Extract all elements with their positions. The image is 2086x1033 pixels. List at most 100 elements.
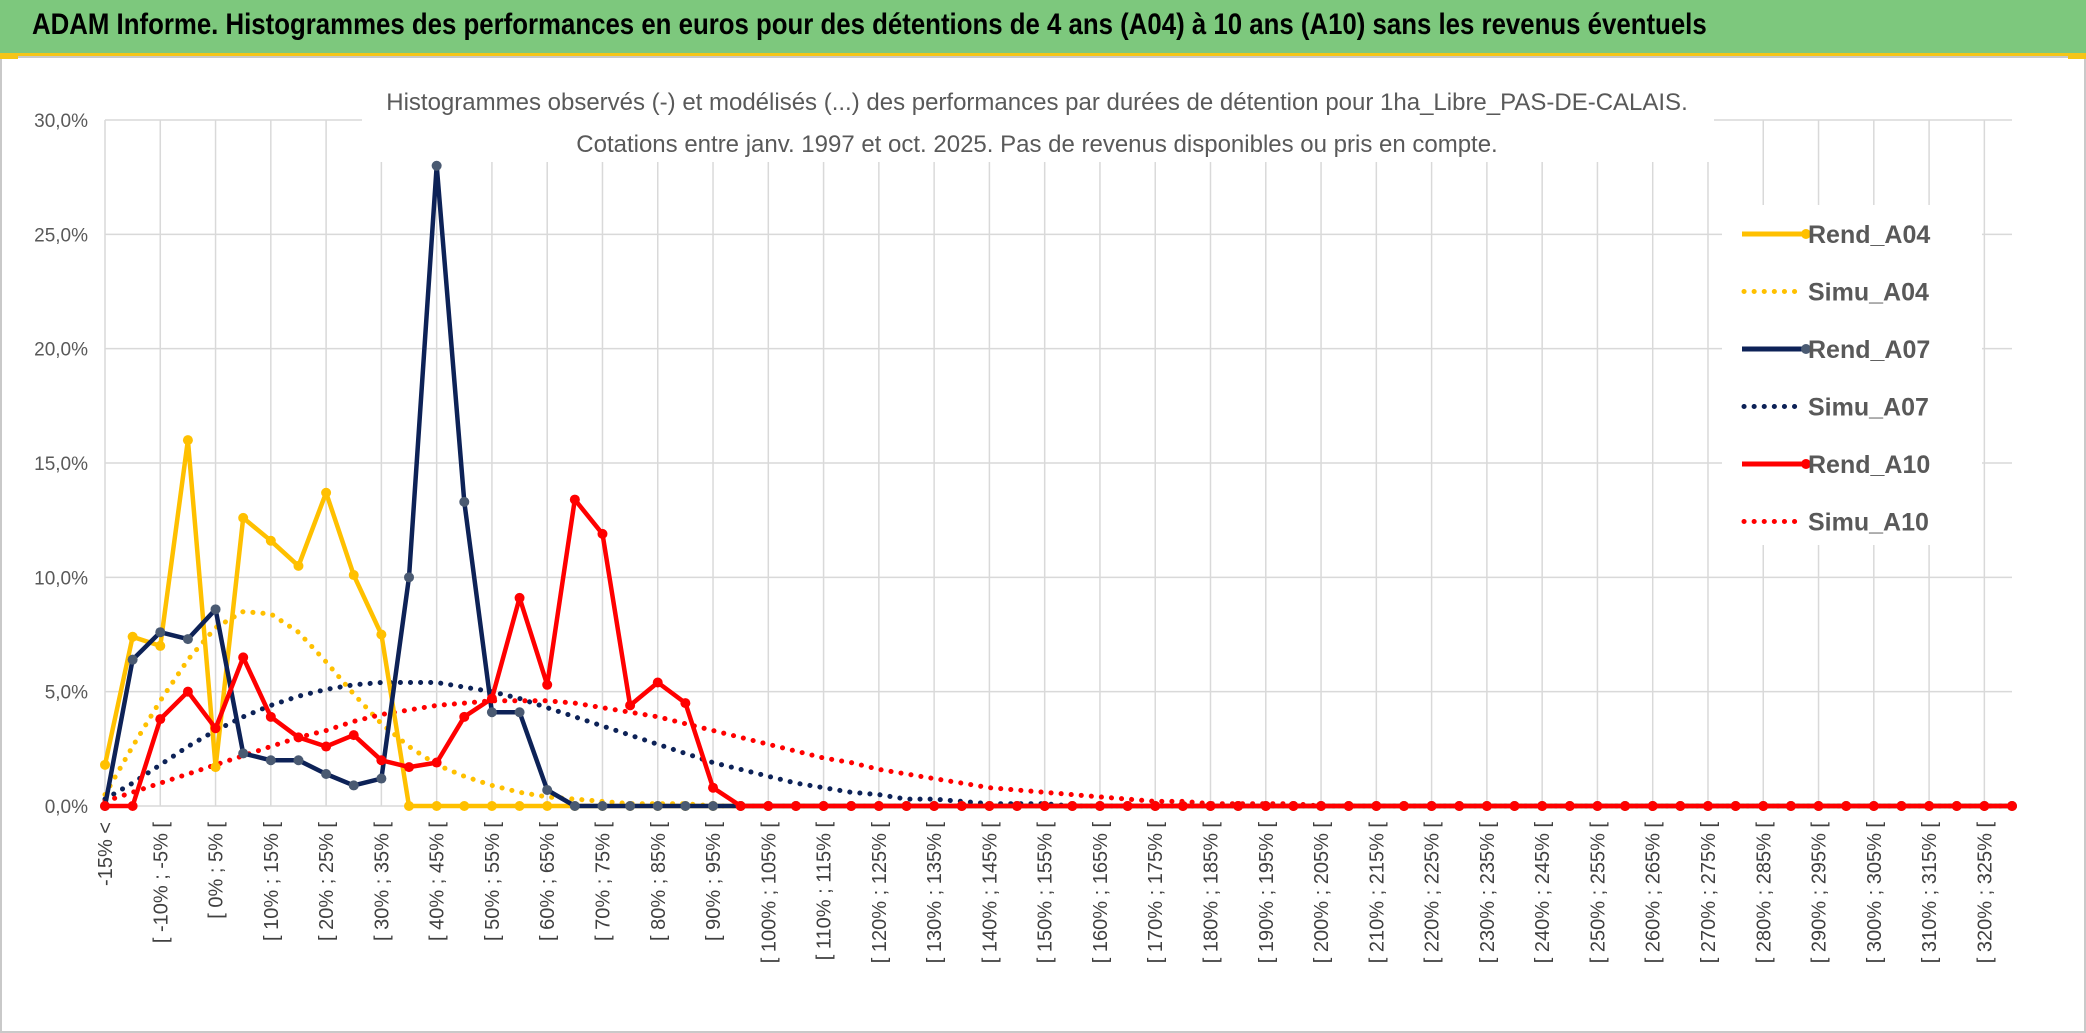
x-tick-label: [ 290% ; 295% [ — [1809, 822, 1831, 964]
data-point — [486, 707, 497, 718]
report-banner: ADAM Informe. Histogrammes des performan… — [0, 0, 2086, 56]
data-point — [652, 677, 663, 688]
data-point — [376, 629, 387, 640]
data-point — [1067, 801, 1078, 811]
data-point — [238, 652, 249, 663]
data-point — [929, 801, 940, 811]
data-point — [1841, 801, 1852, 811]
x-tick-label: -15% < — [95, 822, 117, 886]
data-point — [1951, 801, 1962, 811]
data-point — [625, 700, 636, 711]
legend-label: Simu_A07 — [1808, 394, 1929, 422]
series-Simu_A10 — [102, 698, 2015, 809]
data-point — [100, 801, 110, 811]
data-point — [708, 782, 719, 793]
x-tick-label: [ 20% ; 25% [ — [316, 822, 338, 941]
data-point — [486, 801, 497, 811]
frame-corner-left — [0, 53, 18, 59]
x-tick-label: [ 170% ; 175% [ — [1145, 822, 1167, 964]
data-point — [1896, 801, 1907, 811]
legend-item-Rend_A10: Rend_A10 — [1742, 451, 1930, 479]
data-point — [542, 801, 553, 811]
data-point — [1564, 801, 1575, 811]
data-point — [597, 528, 608, 539]
data-point — [984, 801, 995, 811]
legend-item-Rend_A04: Rend_A04 — [1742, 221, 1930, 249]
frame-corner-right — [2068, 53, 2086, 59]
data-point — [1288, 801, 1299, 811]
data-point — [1039, 801, 1050, 811]
data-point — [542, 679, 553, 690]
y-tick-label: 15,0% — [34, 454, 88, 475]
data-point — [210, 762, 221, 773]
data-point — [1813, 801, 1824, 811]
data-point — [376, 773, 387, 784]
x-tick-label: [ 320% ; 325% [ — [1974, 822, 1996, 964]
series-line — [105, 497, 2012, 809]
data-point — [182, 634, 193, 645]
data-point — [404, 762, 415, 773]
y-axis-tick-labels: 0,0% 5,0% 10,0% 15,0% 20,0% 25,0% 30,0% — [34, 111, 88, 818]
data-point — [1481, 801, 1492, 811]
data-point — [182, 686, 193, 697]
x-tick-label: [ 240% ; 245% [ — [1532, 822, 1554, 964]
data-point — [1205, 801, 1216, 811]
x-tick-label: [ 160% ; 165% [ — [1090, 822, 1112, 964]
data-point — [1758, 801, 1769, 811]
data-point — [2007, 801, 2017, 811]
x-tick-label: [ 230% ; 235% [ — [1477, 822, 1499, 964]
data-point — [1785, 801, 1796, 811]
x-tick-label: [ 100% ; 105% [ — [758, 822, 780, 964]
data-point — [1868, 801, 1879, 811]
x-tick-label: [ 50% ; 55% [ — [482, 822, 504, 941]
data-point — [459, 711, 470, 722]
data-point — [1454, 801, 1465, 811]
data-point — [680, 698, 691, 709]
data-point — [431, 160, 442, 171]
legend-item-Simu_A07: Simu_A07 — [1741, 394, 1929, 422]
y-tick-label: 10,0% — [34, 568, 88, 589]
data-point — [956, 801, 967, 811]
data-point — [597, 801, 608, 811]
x-tick-label: [ 210% ; 215% [ — [1366, 822, 1388, 964]
data-point — [127, 654, 138, 665]
data-point — [1537, 801, 1548, 811]
y-tick-label: 30,0% — [34, 111, 88, 132]
data-point — [514, 592, 525, 603]
data-point — [1012, 801, 1023, 811]
data-point — [1150, 801, 1161, 811]
data-point — [155, 714, 166, 725]
data-point — [293, 560, 304, 571]
data-point — [1233, 801, 1244, 811]
legend-marker — [1801, 229, 1811, 239]
data-point — [459, 496, 470, 507]
data-point — [348, 730, 359, 741]
x-tick-label: [ 120% ; 125% [ — [869, 822, 891, 964]
x-tick-label: [ 280% ; 285% [ — [1753, 822, 1775, 964]
data-point — [1316, 801, 1327, 811]
legend-label: Simu_A04 — [1808, 279, 1929, 307]
series-layer — [100, 160, 2017, 811]
legend-marker — [1801, 344, 1811, 354]
data-point — [1979, 801, 1990, 811]
data-point — [238, 512, 249, 523]
legend: Rend_A04 Simu_A04 Rend_A07 Simu_A07 Rend_A10… — [1741, 221, 1930, 537]
data-point — [182, 435, 193, 446]
data-point — [1398, 801, 1409, 811]
series-Rend_A10 — [100, 494, 2017, 811]
chart-subtitle: Cotations entre janv. 1997 et oct. 2025.… — [576, 131, 1497, 158]
x-tick-label: [ 300% ; 305% [ — [1864, 822, 1886, 964]
legend-label: Rend_A04 — [1808, 221, 1930, 249]
data-point — [1094, 801, 1105, 811]
legend-label: Simu_A10 — [1808, 509, 1929, 537]
legend-label: Rend_A10 — [1808, 451, 1930, 479]
x-tick-label: [ -10% ; -5% [ — [150, 822, 172, 944]
data-point — [514, 801, 525, 811]
data-point — [348, 780, 359, 791]
data-point — [127, 631, 138, 642]
data-point — [321, 741, 332, 752]
data-point — [652, 801, 663, 811]
x-tick-label: [ 140% ; 145% [ — [979, 822, 1001, 964]
data-point — [1177, 801, 1188, 811]
